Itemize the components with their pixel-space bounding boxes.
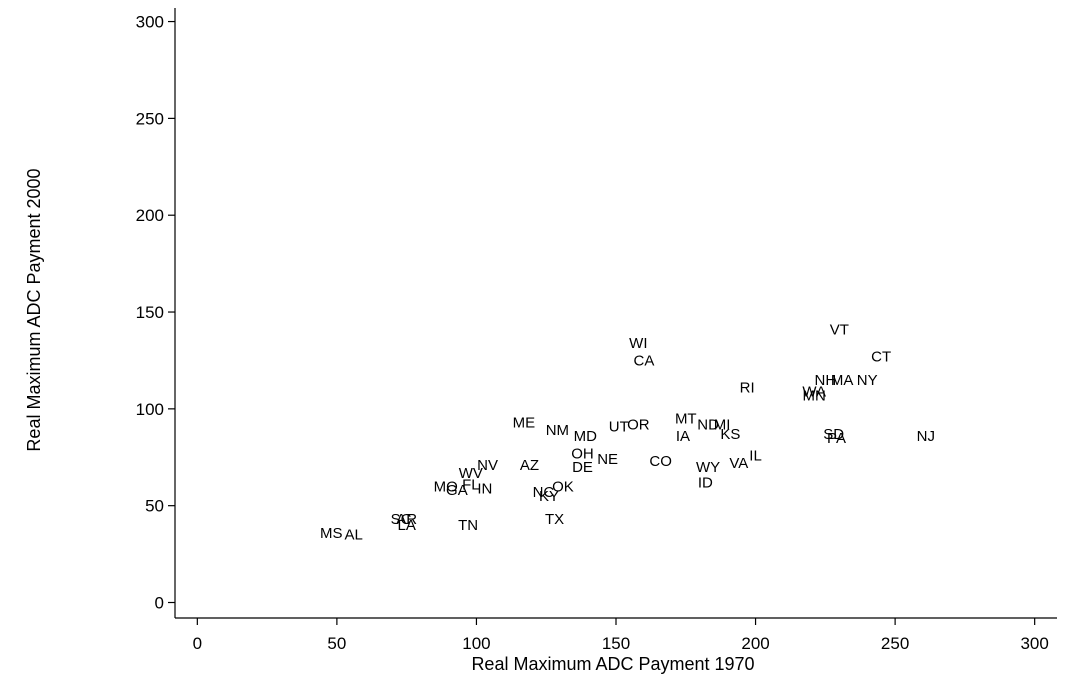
data-point-mi: MI: [714, 416, 731, 433]
data-point-ks: KS: [720, 426, 740, 443]
data-point-ca: CA: [633, 352, 654, 369]
data-point-nh: NH: [814, 372, 836, 389]
data-point-nv: NV: [477, 457, 498, 474]
data-point-wv: WV: [459, 465, 483, 482]
data-point-nc: NC: [533, 484, 555, 501]
data-point-pa: PA: [827, 430, 846, 447]
data-point-or: OR: [627, 416, 650, 433]
data-point-oh: OH: [571, 445, 594, 462]
data-point-al: AL: [344, 527, 362, 544]
y-tick-label: 300: [136, 13, 164, 32]
data-point-ky: KY: [539, 488, 559, 505]
data-point-mo: MO: [434, 478, 458, 495]
y-tick-label: 250: [136, 109, 164, 128]
data-point-de: DE: [572, 459, 593, 476]
data-point-fl: FL: [462, 476, 480, 493]
data-point-ar: AR: [396, 511, 417, 528]
data-point-ia: IA: [676, 428, 690, 445]
data-point-ct: CT: [871, 349, 891, 366]
data-point-nd: ND: [697, 416, 719, 433]
data-point-ne: NE: [597, 451, 618, 468]
data-point-wa: WA: [802, 383, 826, 400]
data-point-ga: GA: [446, 482, 468, 499]
y-tick-label: 150: [136, 303, 164, 322]
data-point-ma: MA: [831, 372, 854, 389]
data-point-az: AZ: [520, 457, 539, 474]
data-point-co: CO: [649, 453, 672, 470]
data-point-mt: MT: [675, 411, 697, 428]
data-point-la: LA: [397, 517, 415, 534]
x-tick-label: 250: [881, 634, 909, 653]
data-point-va: VA: [729, 455, 748, 472]
x-axis-title: Real Maximum ADC Payment 1970: [471, 654, 754, 674]
data-point-ut: UT: [609, 418, 629, 435]
y-tick-label: 100: [136, 400, 164, 419]
y-tick-label: 0: [155, 594, 164, 613]
data-point-me: ME: [513, 414, 536, 431]
data-point-ri: RI: [740, 380, 755, 397]
data-point-ok: OK: [552, 478, 574, 495]
data-point-sd: SD: [823, 426, 844, 443]
data-point-wi: WI: [629, 335, 647, 352]
data-point-sc: SC: [391, 511, 412, 528]
y-axis-title: Real Maximum ADC Payment 2000: [24, 168, 44, 451]
data-point-in: IN: [477, 480, 492, 497]
y-tick-label: 200: [136, 206, 164, 225]
data-point-id: ID: [698, 474, 713, 491]
data-point-tn: TN: [458, 517, 478, 534]
x-tick-label: 200: [741, 634, 769, 653]
data-point-ms: MS: [320, 525, 343, 542]
data-point-nj: NJ: [917, 428, 935, 445]
data-point-wy: WY: [696, 459, 720, 476]
x-tick-label: 0: [193, 634, 202, 653]
axes: 0 50 100 150 200 250 300 0 50 100 150 200 250 300: [136, 8, 1057, 653]
data-point-md: MD: [574, 428, 597, 445]
x-tick-label: 150: [602, 634, 630, 653]
data-point-ny: NY: [857, 372, 878, 389]
y-tick-label: 50: [145, 497, 164, 516]
data-point-vt: VT: [830, 321, 849, 338]
data-point-nm: NM: [546, 422, 569, 439]
x-tick-label: 100: [462, 634, 490, 653]
data-point-il: IL: [749, 447, 762, 464]
data-point-tx: TX: [545, 511, 564, 528]
x-tick-label: 300: [1020, 634, 1048, 653]
data-point-mn: MN: [803, 387, 826, 404]
x-tick-label: 50: [327, 634, 346, 653]
